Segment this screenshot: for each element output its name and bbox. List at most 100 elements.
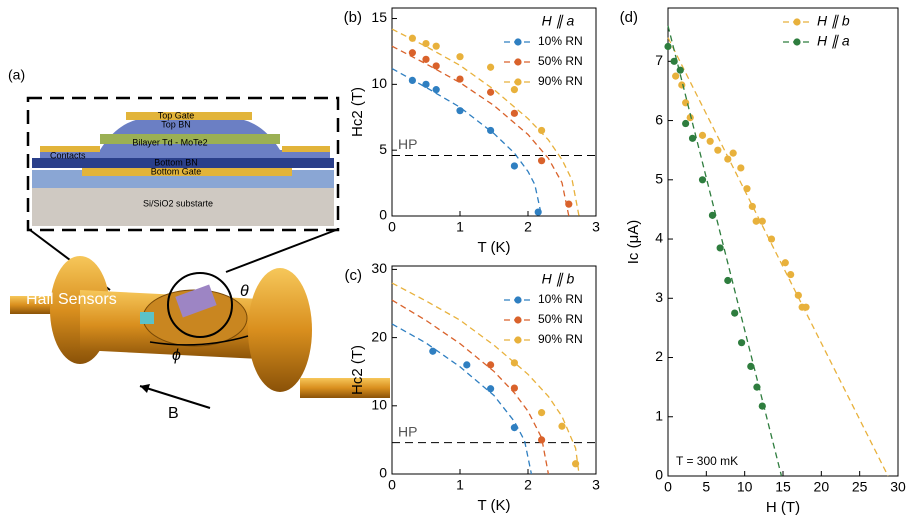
data-point (456, 53, 463, 60)
data-point (538, 436, 545, 443)
legend-marker (514, 78, 521, 85)
data-point (511, 110, 518, 117)
legend-label: 10% RN (538, 292, 583, 306)
data-point (511, 86, 518, 93)
data-point (433, 62, 440, 69)
data-point (422, 81, 429, 88)
y-tick-label: 5 (379, 141, 387, 157)
zoom-line (226, 230, 336, 272)
y-tick-label: 5 (655, 171, 663, 187)
data-point (487, 361, 494, 368)
x-tick-label: 20 (814, 479, 830, 495)
legend-label: 90% RN (538, 74, 583, 88)
data-point (672, 73, 679, 80)
x-tick-label: 2 (524, 477, 532, 493)
y-tick-label: 1 (655, 407, 663, 423)
y-axis-label: Ic (μA) (625, 220, 642, 264)
field-label: B (168, 405, 179, 422)
x-tick-label: 0 (664, 479, 672, 495)
data-point (749, 203, 756, 210)
data-point (724, 155, 731, 162)
y-tick-label: 3 (655, 289, 663, 305)
fit-line (392, 300, 548, 474)
x-tick-label: 10 (737, 479, 753, 495)
y-tick-label: 0 (379, 207, 387, 223)
x-tick-label: 25 (852, 479, 868, 495)
legend-marker (514, 296, 521, 303)
data-point (409, 35, 416, 42)
illustration: (a) Top Gate Top BN Bilayer Td - MoTe2 C… (8, 67, 390, 423)
data-point (782, 259, 789, 266)
data-point (456, 75, 463, 82)
data-point (433, 86, 440, 93)
data-point (409, 49, 416, 56)
arrow-head (140, 384, 150, 393)
data-point (743, 185, 750, 192)
contact (282, 146, 330, 152)
x-axis-label: T (K) (477, 239, 510, 256)
figure: (a) Top Gate Top BN Bilayer Td - MoTe2 C… (0, 0, 913, 522)
x-tick-label: 1 (456, 477, 464, 493)
data-point (802, 304, 809, 311)
layer-label: Bottom Gate (151, 166, 202, 176)
reference-label: HP (398, 423, 417, 439)
legend-label: H ∥ a (817, 33, 850, 49)
y-tick-label: 20 (371, 328, 387, 344)
panel-label: (b) (344, 9, 362, 26)
data-point (558, 423, 565, 430)
legend-marker (514, 58, 521, 65)
data-point (422, 56, 429, 63)
y-axis-label: Hc2 (T) (349, 345, 366, 395)
legend-marker (514, 316, 521, 323)
data-point (677, 67, 684, 74)
x-tick-label: 0 (388, 219, 396, 235)
data-point (714, 147, 721, 154)
sensor-label: Hall Sensors (26, 291, 117, 308)
layer-label: Bilayer Td - MoTe2 (132, 137, 207, 147)
data-point (707, 138, 714, 145)
data-point (565, 201, 572, 208)
legend-marker (793, 18, 800, 25)
data-point (463, 361, 470, 368)
y-tick-label: 6 (655, 111, 663, 127)
panel-label: (d) (620, 9, 638, 26)
y-tick-label: 0 (655, 467, 663, 483)
data-point (511, 359, 518, 366)
y-tick-label: 4 (655, 230, 663, 246)
data-point (664, 43, 671, 50)
y-tick-label: 30 (371, 260, 387, 276)
data-point (409, 77, 416, 84)
x-tick-label: 30 (890, 479, 906, 495)
sensor (140, 312, 154, 324)
panel-label: (c) (345, 267, 363, 284)
x-tick-label: 0 (388, 477, 396, 493)
legend-marker (514, 336, 521, 343)
x-tick-label: 15 (775, 479, 791, 495)
data-point (737, 164, 744, 171)
rod (300, 378, 390, 398)
data-point (759, 402, 766, 409)
y-tick-label: 7 (655, 52, 663, 68)
data-point (511, 384, 518, 391)
data-point (429, 348, 436, 355)
legend-marker (514, 38, 521, 45)
legend-marker (793, 38, 800, 45)
panel-label: (a) (8, 67, 25, 83)
legend-title: H ∥ a (542, 13, 575, 29)
y-tick-label: 10 (371, 75, 387, 91)
data-point (730, 150, 737, 157)
data-point (538, 127, 545, 134)
legend-label: H ∥ b (817, 13, 850, 29)
fit-line (668, 38, 888, 476)
data-point (759, 218, 766, 225)
x-tick-label: 3 (592, 477, 600, 493)
data-point (724, 277, 731, 284)
reference-label: HP (398, 136, 417, 152)
x-tick-label: 5 (702, 479, 710, 495)
legend-label: 50% RN (538, 54, 583, 68)
x-tick-label: 3 (592, 219, 600, 235)
data-point (572, 460, 579, 467)
data-point (535, 208, 542, 215)
data-point (689, 135, 696, 142)
plot-frame (668, 8, 898, 476)
